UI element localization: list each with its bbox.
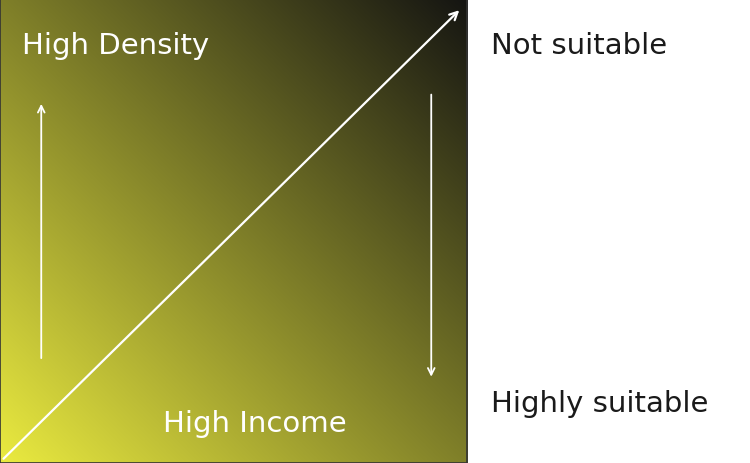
Text: Not suitable: Not suitable [491, 32, 668, 60]
Text: High Income: High Income [164, 410, 346, 438]
Text: Highly suitable: Highly suitable [491, 389, 709, 417]
Bar [0, 0, 467, 463]
Text: High Density: High Density [22, 32, 210, 60]
